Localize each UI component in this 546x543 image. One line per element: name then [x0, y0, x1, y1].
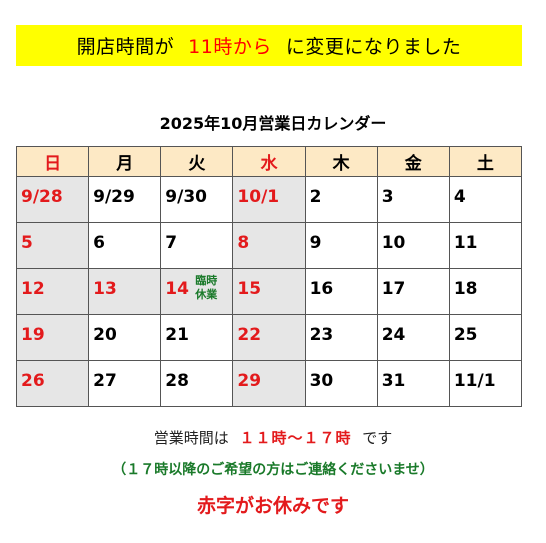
calendar-day-number: 9/30 [165, 187, 207, 207]
calendar-day-number: 21 [165, 325, 189, 345]
calendar-day-cell: 13 [88, 268, 162, 315]
calendar-day-number: 10/1 [237, 187, 280, 207]
calendar-day-cell: 26 [15, 360, 90, 407]
calendar-day-number: 24 [381, 325, 406, 345]
calendar-day-number: 5 [21, 233, 33, 253]
announcement-banner: 開店時間が 11時から に変更になりました [16, 25, 522, 66]
calendar-day-cell: 11/1 [448, 360, 523, 407]
banner-text-2: に変更になりました [285, 36, 462, 58]
temporary-closure-label: 臨時 休業 [195, 274, 218, 301]
weekday-mon: 月 [88, 146, 162, 177]
calendar-week-row: 19 20 21 22 23 24 25 [15, 314, 523, 361]
calendar-day-cell: 23 [304, 314, 378, 361]
calendar-day-cell: 19 [15, 314, 90, 361]
calendar-day-cell: 10/1 [232, 176, 306, 223]
calendar-day-cell: 27 [88, 360, 162, 407]
weekday-wed: 水 [232, 146, 306, 177]
banner-text-1: 開店時間が [76, 36, 175, 58]
calendar-week-row: 12 13 14 臨時 休業 15 16 17 18 [15, 268, 523, 315]
calendar-day-number: 6 [93, 233, 105, 253]
calendar-day-number: 16 [309, 279, 334, 299]
calendar-day-number: 28 [165, 371, 189, 391]
calendar-day-cell: 2 [304, 176, 378, 223]
calendar-day-cell: 9 [304, 222, 378, 269]
calendar-day-cell: 11 [448, 222, 523, 269]
calendar-week-row: 26 27 28 29 30 31 11/1 [15, 360, 523, 407]
calendar-day-number: 4 [453, 187, 466, 207]
calendar-day-cell: 15 [232, 268, 306, 315]
business-hours-time: １１時～１７時 [239, 429, 352, 447]
contact-note: （１７時以降のご希望の方はご連絡くださいませ） [112, 462, 434, 478]
calendar-day-number: 9 [309, 233, 322, 253]
calendar-day-cell: 24 [376, 314, 450, 361]
calendar-day-cell: 25 [448, 314, 523, 361]
calendar-day-number: 8 [237, 233, 250, 253]
calendar-day-cell: 31 [376, 360, 450, 407]
calendar-day-number: 10 [381, 233, 406, 253]
calendar-day-cell: 28 [160, 360, 234, 407]
calendar-day-cell: 3 [376, 176, 450, 223]
calendar-day-number: 25 [453, 325, 478, 345]
calendar-day-number: 17 [381, 279, 406, 299]
calendar-day-number: 14 [165, 279, 189, 299]
calendar-day-cell: 18 [448, 268, 523, 315]
calendar-day-number: 22 [237, 325, 262, 345]
calendar-title: 2025年10月営業日カレンダー [159, 114, 387, 133]
calendar-day-cell: 4 [448, 176, 523, 223]
calendar-day-number: 2 [309, 187, 322, 207]
weekday-header-row: 日 月 火 水 木 金 土 [15, 146, 523, 177]
calendar-day-number: 11/1 [453, 371, 496, 391]
calendar-day-number: 19 [21, 325, 45, 345]
calendar-day-number: 27 [93, 371, 117, 391]
calendar-day-number: 23 [309, 325, 334, 345]
calendar-day-cell: 22 [232, 314, 306, 361]
calendar-day-number: 29 [237, 371, 262, 391]
calendar-day-cell: 9/28 [15, 176, 90, 223]
calendar-day-cell: 10 [376, 222, 450, 269]
calendar-day-cell: 14 臨時 休業 [160, 268, 234, 315]
weekday-tue: 火 [160, 146, 234, 177]
calendar-day-number: 3 [381, 187, 394, 207]
calendar-day-number: 26 [21, 371, 45, 391]
calendar-day-cell: 16 [304, 268, 378, 315]
calendar-day-number: 15 [237, 279, 262, 299]
closed-days-note: 赤字がお休みです [196, 495, 349, 517]
calendar-day-number: 12 [21, 279, 45, 299]
calendar-day-number: 20 [93, 325, 117, 345]
calendar-day-number: 11 [453, 233, 478, 253]
calendar-day-number: 31 [381, 371, 406, 391]
business-hours-prefix: 営業時間は [153, 429, 229, 447]
calendar-day-number: 18 [453, 279, 478, 299]
calendar-day-cell: 17 [376, 268, 450, 315]
calendar-day-cell: 9/30 [160, 176, 234, 223]
calendar-day-number: 9/28 [21, 187, 63, 207]
calendar-day-number: 7 [165, 233, 178, 253]
business-calendar: 日 月 火 水 木 金 土 9/28 9/29 9/30 10/1 2 3 4 5 6 7 8 9 10… [15, 146, 523, 407]
calendar-day-number: 9/29 [93, 187, 135, 207]
calendar-day-number: 30 [309, 371, 334, 391]
calendar-day-cell: 9/29 [88, 176, 162, 223]
calendar-day-cell: 29 [232, 360, 306, 407]
calendar-week-row: 9/28 9/29 9/30 10/1 2 3 4 [15, 176, 523, 223]
calendar-day-cell: 8 [232, 222, 306, 269]
calendar-day-cell: 30 [304, 360, 378, 407]
calendar-day-cell: 6 [88, 222, 162, 269]
calendar-day-number: 13 [93, 279, 117, 299]
weekday-fri: 金 [376, 146, 450, 177]
weekday-sat: 土 [448, 146, 523, 177]
calendar-day-cell: 12 [15, 268, 90, 315]
weekday-sun: 日 [15, 146, 90, 177]
calendar-day-cell: 20 [88, 314, 162, 361]
calendar-week-row: 5 6 7 8 9 10 11 [15, 222, 523, 269]
business-hours: 営業時間は １１時～１７時 です [0, 427, 546, 448]
banner-time-text: 11時から [188, 36, 272, 58]
weekday-thu: 木 [304, 146, 378, 177]
calendar-day-cell: 7 [160, 222, 234, 269]
business-hours-suffix: です [362, 429, 393, 447]
calendar-day-cell: 5 [15, 222, 90, 269]
calendar-day-cell: 21 [160, 314, 234, 361]
